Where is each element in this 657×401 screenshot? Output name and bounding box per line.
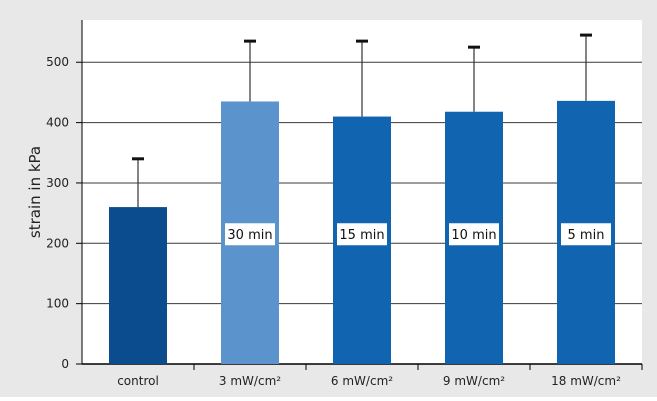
- y-tick-label: 100: [46, 297, 69, 311]
- y-tick-label: 500: [46, 55, 69, 69]
- x-tick-label: 6 mW/cm²: [331, 374, 393, 388]
- x-axis-labels: control 3 mW/cm² 6 mW/cm² 9 mW/cm² 18 mW/cm²: [117, 364, 643, 388]
- bar-label: 30 min: [227, 228, 272, 243]
- y-axis-ticks: 0 100 200 300 400 500: [46, 20, 642, 371]
- bar-label-box: [337, 223, 387, 246]
- bar-label: 5 min: [568, 228, 605, 243]
- y-tick-label: 0: [61, 357, 69, 371]
- bar-label: 15 min: [339, 228, 384, 243]
- bar-label-box: [225, 223, 275, 246]
- y-tick-label: 300: [46, 176, 69, 190]
- bar-label: 10 min: [451, 228, 496, 243]
- x-tick-label: 18 mW/cm²: [551, 374, 621, 388]
- x-tick-label: 9 mW/cm²: [443, 374, 505, 388]
- y-axis-label: strain in kPa: [26, 146, 44, 238]
- bar: [109, 207, 167, 364]
- y-tick-label: 200: [46, 236, 69, 250]
- bar-label-box: [449, 223, 499, 246]
- x-tick-label: 3 mW/cm²: [219, 374, 281, 388]
- y-tick-label: 400: [46, 116, 69, 130]
- x-tick-label: control: [117, 374, 159, 388]
- bars: 30 min 15 min 10 min 5 min: [109, 33, 615, 364]
- bar-label-box: [561, 223, 611, 246]
